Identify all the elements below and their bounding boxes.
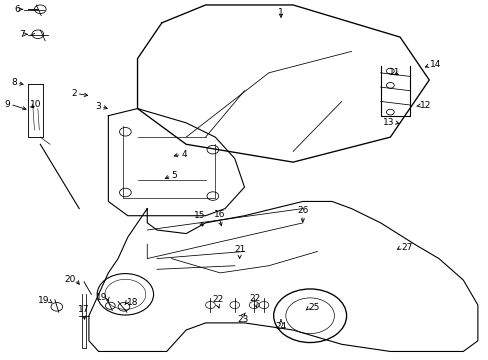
Text: 22: 22 xyxy=(212,295,223,304)
Text: 21: 21 xyxy=(233,245,245,254)
Text: 24: 24 xyxy=(275,322,286,331)
Text: 17: 17 xyxy=(78,305,90,314)
Text: 14: 14 xyxy=(429,60,441,69)
Text: 18: 18 xyxy=(126,298,138,307)
Text: 9: 9 xyxy=(4,100,10,109)
Text: 1: 1 xyxy=(278,8,283,17)
Text: 26: 26 xyxy=(297,206,308,215)
Text: 15: 15 xyxy=(194,211,205,220)
Text: 27: 27 xyxy=(400,243,411,252)
Text: 7: 7 xyxy=(19,30,25,39)
Text: 4: 4 xyxy=(181,150,186,159)
Text: 3: 3 xyxy=(95,102,101,111)
Text: 20: 20 xyxy=(64,275,75,284)
Text: 19: 19 xyxy=(96,293,107,302)
Text: 13: 13 xyxy=(382,118,393,127)
Text: 16: 16 xyxy=(213,210,224,219)
Text: 25: 25 xyxy=(308,303,320,312)
Text: 5: 5 xyxy=(171,171,177,180)
Text: 23: 23 xyxy=(237,315,249,324)
Text: 11: 11 xyxy=(388,68,399,77)
Text: 2: 2 xyxy=(71,89,77,98)
Text: 19: 19 xyxy=(38,296,49,305)
Text: 8: 8 xyxy=(11,78,17,87)
Text: 12: 12 xyxy=(419,101,430,110)
Text: 10: 10 xyxy=(30,100,41,109)
Text: 6: 6 xyxy=(14,5,20,14)
Text: 22: 22 xyxy=(249,294,260,303)
